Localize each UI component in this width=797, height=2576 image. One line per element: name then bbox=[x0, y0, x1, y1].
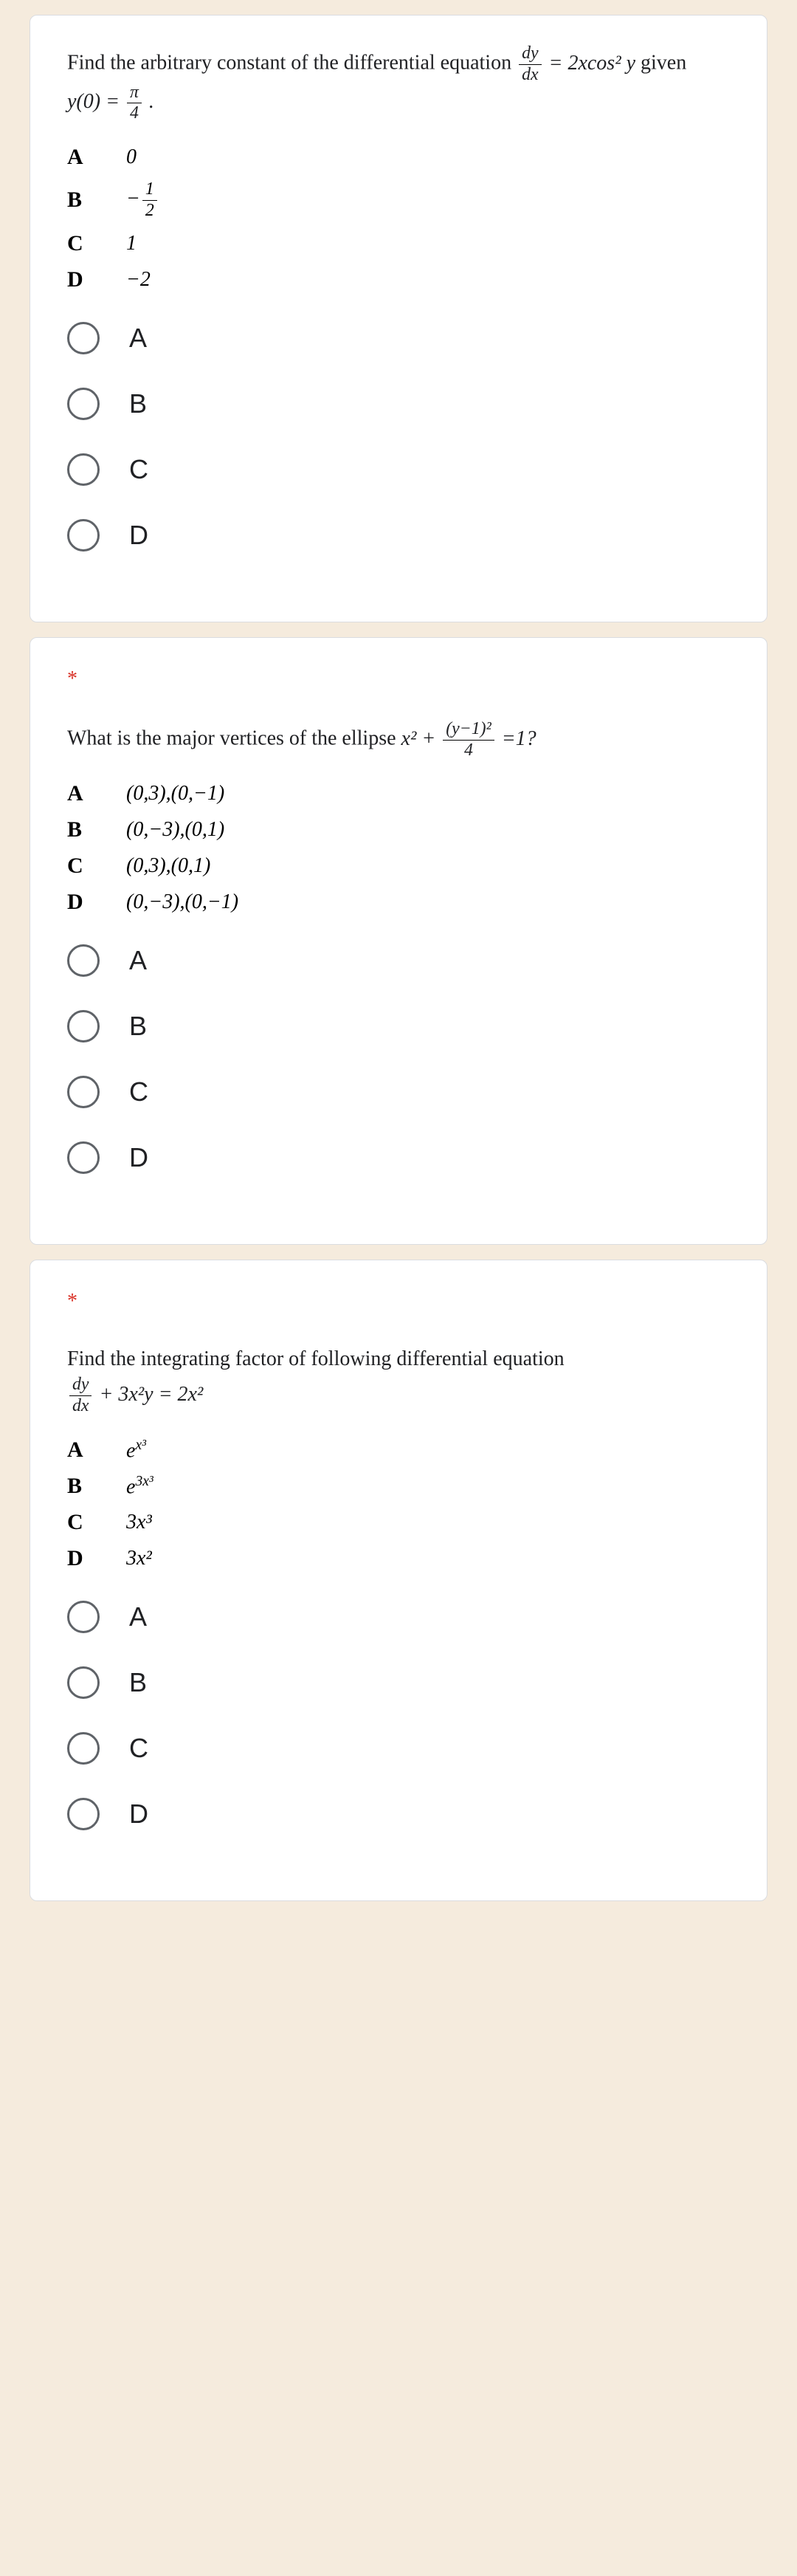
radio-icon[interactable] bbox=[67, 1141, 100, 1174]
option-b: B e3x³ bbox=[67, 1474, 730, 1499]
radio-icon[interactable] bbox=[67, 322, 100, 354]
option-b: B (0,−3),(0,1) bbox=[67, 817, 730, 842]
eq: x² + (y−1)²4 =1? bbox=[401, 727, 536, 750]
question-card-1: Find the arbitrary constant of the diffe… bbox=[30, 15, 767, 622]
question-text: Find the arbitrary constant of the diffe… bbox=[67, 45, 730, 123]
question-text: What is the major vertices of the ellips… bbox=[67, 721, 730, 760]
prompt-suffix: given bbox=[641, 52, 686, 75]
radio-icon[interactable] bbox=[67, 1076, 100, 1108]
radio-icon[interactable] bbox=[67, 453, 100, 486]
options-table: A (0,3),(0,−1) B (0,−3),(0,1) C (0,3),(0… bbox=[67, 781, 730, 915]
option-c: C 3x³ bbox=[67, 1510, 730, 1535]
option-a: A ex³ bbox=[67, 1438, 730, 1463]
radio-icon[interactable] bbox=[67, 1798, 100, 1830]
prompt-prefix: What is the major vertices of the ellips… bbox=[67, 727, 401, 750]
radio-option-b[interactable]: B bbox=[67, 388, 730, 420]
radio-group: A B C D bbox=[67, 944, 730, 1174]
radio-group: A B C D bbox=[67, 1601, 730, 1830]
required-indicator: * bbox=[67, 1290, 730, 1313]
radio-icon[interactable] bbox=[67, 388, 100, 420]
eq: dydx + 3x²y = 2x² bbox=[67, 1383, 203, 1406]
option-a: A 0 bbox=[67, 145, 730, 170]
radio-icon[interactable] bbox=[67, 1601, 100, 1633]
option-a: A (0,3),(0,−1) bbox=[67, 781, 730, 806]
radio-option-a[interactable]: A bbox=[67, 944, 730, 977]
radio-option-c[interactable]: C bbox=[67, 1076, 730, 1108]
eq: dydx = 2xcos² y bbox=[517, 52, 641, 75]
radio-option-c[interactable]: C bbox=[67, 1732, 730, 1765]
radio-icon[interactable] bbox=[67, 1732, 100, 1765]
option-d: D −2 bbox=[67, 267, 730, 292]
radio-icon[interactable] bbox=[67, 1666, 100, 1699]
question-card-2: * What is the major vertices of the elli… bbox=[30, 637, 767, 1246]
radio-icon[interactable] bbox=[67, 944, 100, 977]
prompt: Find the integrating factor of following… bbox=[67, 1347, 565, 1370]
radio-option-d[interactable]: D bbox=[67, 519, 730, 552]
option-c: C (0,3),(0,1) bbox=[67, 853, 730, 879]
radio-option-a[interactable]: A bbox=[67, 1601, 730, 1633]
radio-option-b[interactable]: B bbox=[67, 1666, 730, 1699]
radio-option-b[interactable]: B bbox=[67, 1010, 730, 1043]
option-d: D (0,−3),(0,−1) bbox=[67, 890, 730, 915]
radio-option-c[interactable]: C bbox=[67, 453, 730, 486]
prompt-prefix: Find the arbitrary constant of the diffe… bbox=[67, 52, 517, 75]
option-b: B −12 bbox=[67, 181, 730, 220]
radio-option-d[interactable]: D bbox=[67, 1141, 730, 1174]
radio-option-a[interactable]: A bbox=[67, 322, 730, 354]
radio-group: A B C D bbox=[67, 322, 730, 552]
question-card-3: * Find the integrating factor of followi… bbox=[30, 1260, 767, 1901]
options-table: A ex³ B e3x³ C 3x³ D 3x² bbox=[67, 1438, 730, 1572]
radio-icon[interactable] bbox=[67, 1010, 100, 1043]
option-d: D 3x² bbox=[67, 1546, 730, 1571]
radio-option-d[interactable]: D bbox=[67, 1798, 730, 1830]
radio-icon[interactable] bbox=[67, 519, 100, 552]
options-table: A 0 B −12 C 1 D −2 bbox=[67, 145, 730, 292]
question-text: Find the integrating factor of following… bbox=[67, 1343, 730, 1415]
required-indicator: * bbox=[67, 667, 730, 691]
option-c: C 1 bbox=[67, 231, 730, 256]
condition: y(0) = π4 . bbox=[67, 90, 154, 113]
